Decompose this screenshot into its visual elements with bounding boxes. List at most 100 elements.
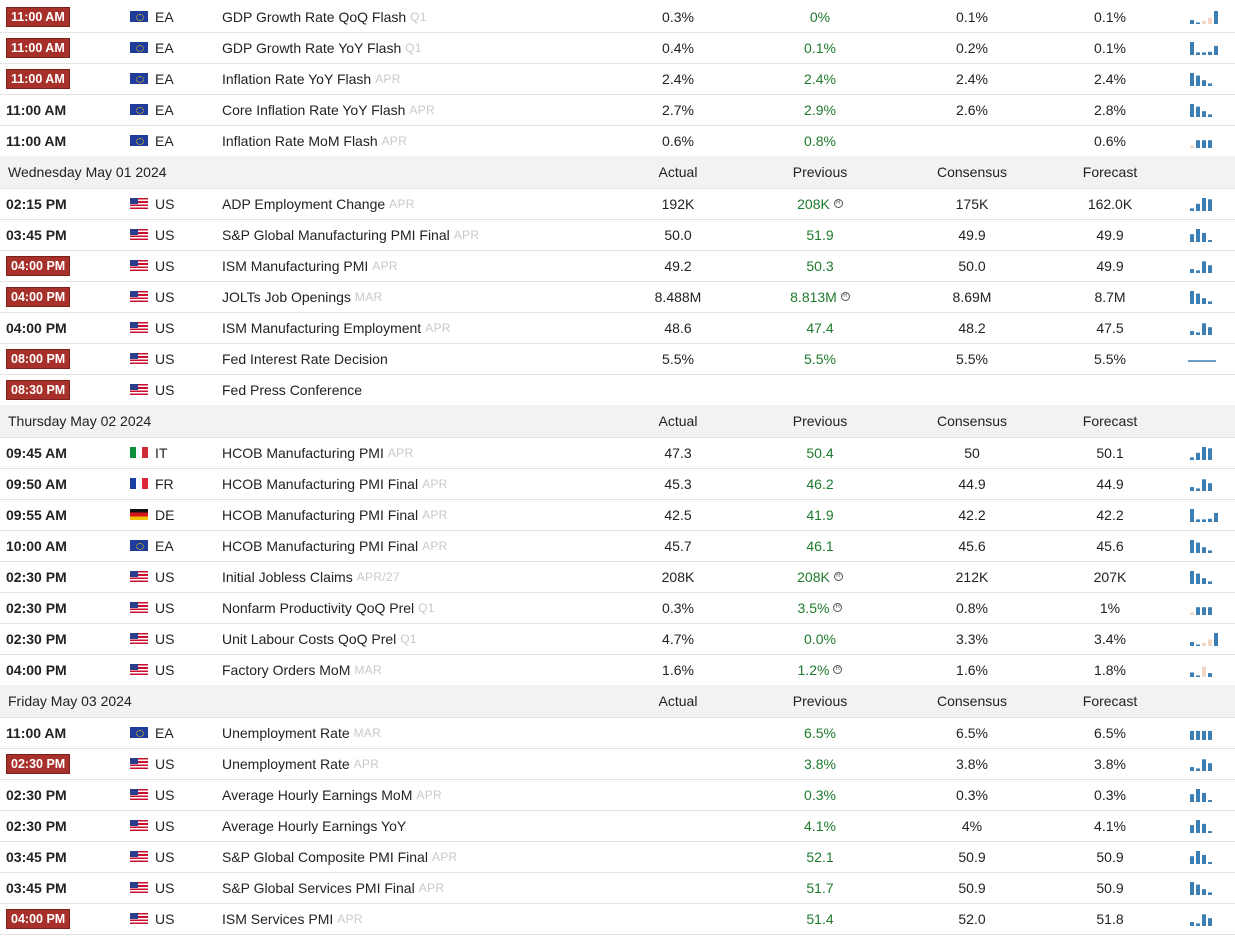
table-row[interactable]: 02:30 PM US Average Hourly Earnings MoM APR…	[0, 779, 1235, 811]
event-name-link[interactable]: HCOB Manufacturing PMI Final APR	[222, 530, 448, 561]
sparkline-chart[interactable]	[1186, 717, 1220, 748]
event-name-link[interactable]: Factory Orders MoM MAR	[222, 654, 382, 685]
table-row[interactable]: 03:45 PM US S&P Global Services PMI Final A…	[0, 872, 1235, 904]
event-name[interactable]: Unemployment Rate	[222, 724, 350, 741]
sparkline-chart[interactable]	[1186, 219, 1220, 250]
sparkline-chart[interactable]	[1186, 779, 1220, 810]
table-row[interactable]: 08:30 PM US Fed Press Conference	[0, 374, 1235, 406]
column-header-forecast[interactable]: Forecast	[1082, 164, 1138, 180]
event-name[interactable]: Inflation Rate YoY Flash	[222, 70, 372, 87]
event-name-link[interactable]: Initial Jobless Claims APR/27	[222, 561, 400, 592]
event-name[interactable]: Unemployment Rate	[222, 755, 350, 772]
event-name-link[interactable]: HCOB Manufacturing PMI APR	[222, 437, 413, 468]
event-name[interactable]: ISM Manufacturing PMI	[222, 257, 369, 274]
column-header-actual[interactable]: Actual	[658, 693, 698, 709]
table-row[interactable]: 10:00 AM EA HCOB Manufacturing PMI Final AP…	[0, 530, 1235, 562]
event-name[interactable]: HCOB Manufacturing PMI Final	[222, 537, 419, 554]
sparkline-chart[interactable]	[1186, 343, 1220, 374]
table-row[interactable]: 02:30 PM US Average Hourly Earnings YoY 4.1…	[0, 810, 1235, 842]
sparkline-chart[interactable]	[1186, 499, 1220, 530]
event-name-link[interactable]: Inflation Rate YoY Flash APR	[222, 63, 401, 94]
table-row[interactable]: 09:55 AM DE HCOB Manufacturing PMI Final AP…	[0, 499, 1235, 531]
column-header-previous[interactable]: Previous	[792, 164, 848, 180]
event-name[interactable]: Unit Labour Costs QoQ Prel	[222, 630, 397, 647]
sparkline-chart[interactable]	[1186, 623, 1220, 654]
sparkline-chart[interactable]	[1186, 872, 1220, 903]
sparkline-chart[interactable]	[1186, 125, 1220, 156]
event-name-link[interactable]: ISM Manufacturing PMI APR	[222, 250, 398, 281]
event-name-link[interactable]: JOLTs Job Openings MAR	[222, 281, 383, 312]
column-header-previous[interactable]: Previous	[792, 413, 848, 429]
table-row[interactable]: 11:00 AM EA GDP Growth Rate YoY Flash Q1 0.4…	[0, 32, 1235, 64]
sparkline-chart[interactable]	[1186, 1, 1220, 32]
event-name[interactable]: GDP Growth Rate QoQ Flash	[222, 8, 407, 25]
event-name-link[interactable]: Unemployment Rate MAR	[222, 717, 381, 748]
event-name-link[interactable]: HCOB Manufacturing PMI Final APR	[222, 499, 448, 530]
sparkline-chart[interactable]	[1186, 561, 1220, 592]
event-name-link[interactable]: ISM Manufacturing Employment APR	[222, 312, 451, 343]
sparkline-chart[interactable]	[1186, 250, 1220, 281]
sparkline-chart[interactable]	[1186, 63, 1220, 94]
table-row[interactable]: 02:30 PM US Nonfarm Productivity QoQ Prel Q…	[0, 592, 1235, 624]
column-header-consensus[interactable]: Consensus	[936, 164, 1008, 180]
event-name-link[interactable]: Core Inflation Rate YoY Flash APR	[222, 94, 435, 125]
event-name[interactable]: Factory Orders MoM	[222, 661, 351, 678]
sparkline-chart[interactable]	[1186, 437, 1220, 468]
column-header-actual[interactable]: Actual	[658, 164, 698, 180]
event-name-link[interactable]: HCOB Manufacturing PMI Final APR	[222, 468, 448, 499]
event-name[interactable]: HCOB Manufacturing PMI Final	[222, 506, 419, 523]
table-row[interactable]: 04:00 PM US JOLTs Job Openings MAR 8.488M 8.8…	[0, 281, 1235, 313]
sparkline-chart[interactable]	[1186, 530, 1220, 561]
sparkline-chart[interactable]	[1186, 810, 1220, 841]
table-row[interactable]: 02:30 PM US Initial Jobless Claims APR/27 20…	[0, 561, 1235, 593]
table-row[interactable]: 02:15 PM US ADP Employment Change APR 192K 20…	[0, 188, 1235, 220]
column-header-previous[interactable]: Previous	[792, 693, 848, 709]
column-header-consensus[interactable]: Consensus	[936, 413, 1008, 429]
sparkline-chart[interactable]	[1186, 468, 1220, 499]
sparkline-chart[interactable]	[1186, 32, 1220, 63]
column-header-forecast[interactable]: Forecast	[1082, 693, 1138, 709]
event-name-link[interactable]: Fed Press Conference	[222, 374, 362, 405]
table-row[interactable]: 02:30 PM US Unemployment Rate APR 3.8% 3.8% 3.…	[0, 748, 1235, 780]
sparkline-chart[interactable]	[1186, 94, 1220, 125]
event-name[interactable]: Core Inflation Rate YoY Flash	[222, 101, 406, 118]
event-name-link[interactable]: Average Hourly Earnings MoM APR	[222, 779, 442, 810]
event-name-link[interactable]: S&P Global Composite PMI Final APR	[222, 841, 458, 872]
event-name[interactable]: S&P Global Composite PMI Final	[222, 848, 428, 865]
event-name[interactable]: ADP Employment Change	[222, 195, 386, 212]
table-row[interactable]: 11:00 AM EA GDP Growth Rate QoQ Flash Q1 0.3…	[0, 1, 1235, 33]
table-row[interactable]: 11:00 AM EA Inflation Rate MoM Flash APR 0.6…	[0, 125, 1235, 157]
event-name-link[interactable]: Average Hourly Earnings YoY	[222, 810, 406, 841]
event-name[interactable]: S&P Global Manufacturing PMI Final	[222, 226, 450, 243]
event-name[interactable]: JOLTs Job Openings	[222, 288, 351, 305]
event-name[interactable]: ISM Services PMI	[222, 910, 334, 927]
column-header-consensus[interactable]: Consensus	[936, 693, 1008, 709]
column-header-actual[interactable]: Actual	[658, 413, 698, 429]
event-name-link[interactable]: GDP Growth Rate QoQ Flash Q1	[222, 1, 427, 32]
sparkline-chart[interactable]	[1186, 654, 1220, 685]
table-row[interactable]: 03:45 PM US S&P Global Composite PMI Final…	[0, 841, 1235, 873]
event-name[interactable]: S&P Global Services PMI Final	[222, 879, 415, 896]
table-row[interactable]: 11:00 AM EA Core Inflation Rate YoY Flash A…	[0, 94, 1235, 126]
sparkline-chart[interactable]	[1186, 188, 1220, 219]
table-row[interactable]: 11:00 AM EA Inflation Rate YoY Flash APR 2.4…	[0, 63, 1235, 95]
sparkline-chart[interactable]	[1186, 374, 1220, 405]
event-name[interactable]: Nonfarm Productivity QoQ Prel	[222, 599, 415, 616]
table-row[interactable]: 04:00 PM US ISM Manufacturing PMI APR 49.2 50…	[0, 250, 1235, 282]
event-name-link[interactable]: ISM Services PMI APR	[222, 903, 363, 934]
event-name[interactable]: Fed Interest Rate Decision	[222, 350, 388, 367]
event-name-link[interactable]: S&P Global Manufacturing PMI Final APR	[222, 219, 479, 250]
table-row[interactable]: 08:00 PM US Fed Interest Rate Decision 5.5%…	[0, 343, 1235, 375]
column-header-forecast[interactable]: Forecast	[1082, 413, 1138, 429]
event-name[interactable]: HCOB Manufacturing PMI Final	[222, 475, 419, 492]
table-row[interactable]: 04:00 PM US ISM Services PMI APR 51.4 52.0 51.…	[0, 903, 1235, 935]
table-row[interactable]: 03:45 PM US S&P Global Manufacturing PMI F…	[0, 219, 1235, 251]
sparkline-chart[interactable]	[1186, 748, 1220, 779]
sparkline-chart[interactable]	[1186, 281, 1220, 312]
event-name[interactable]: Average Hourly Earnings MoM	[222, 786, 413, 803]
sparkline-chart[interactable]	[1186, 592, 1220, 623]
event-name-link[interactable]: Inflation Rate MoM Flash APR	[222, 125, 407, 156]
table-row[interactable]: 04:00 PM US Factory Orders MoM MAR 1.6% 1.2% R…	[0, 654, 1235, 686]
sparkline-chart[interactable]	[1186, 312, 1220, 343]
event-name-link[interactable]: Nonfarm Productivity QoQ Prel Q1	[222, 592, 435, 623]
